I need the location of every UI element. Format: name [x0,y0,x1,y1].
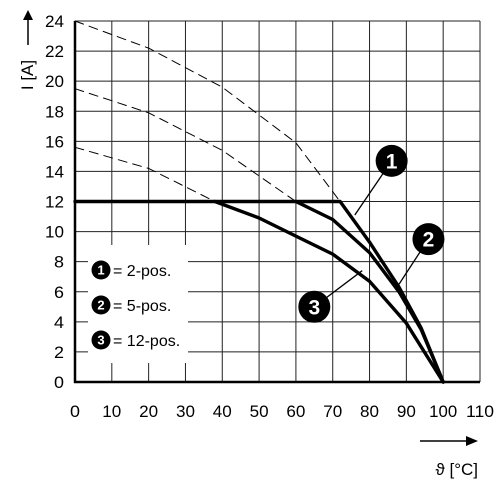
legend-marker [91,295,111,315]
y-tick-label: 10 [45,223,64,242]
legend-label: = 5-pos. [113,298,171,315]
y-axis-label-group: I [A] [18,10,37,90]
y-tick-label: 18 [45,102,64,121]
x-tick-label: 50 [250,402,269,421]
series-annotations: 1 2 3 [298,144,445,323]
y-axis-label: I [A] [18,60,37,90]
y-tick-label: 22 [45,42,64,61]
y-tick-label: 24 [45,12,64,31]
callout-number: 3 [308,296,320,319]
x-tick-label: 90 [397,402,416,421]
x-axis-arrow-head [466,436,478,446]
tick-labels: 0 10 20 30 40 50 60 70 80 90 100 110024681012141618… [45,12,494,421]
dashed-extension-2 [74,88,297,202]
series-callout-3: 3 [298,270,363,323]
legend-label: = 12-pos. [113,333,180,350]
x-tick-label: 0 [70,402,80,421]
y-tick-label: 16 [45,132,64,151]
y-tick-label: 2 [54,343,64,362]
legend-entry-1: 1 = 2-pos. [91,260,171,280]
y-tick-label: 4 [54,313,64,332]
x-tick-label: 80 [360,402,379,421]
callout-number: 1 [386,150,398,173]
y-tick-label: 6 [54,283,64,302]
x-tick-label: 60 [286,402,305,421]
curve-3 [213,199,445,384]
x-tick-label: 100 [429,402,457,421]
legend-marker [91,260,111,280]
x-tick-label: 30 [176,402,195,421]
series-lines [73,20,445,384]
x-tick-label: 110 [466,402,494,421]
callout-circle [298,290,331,323]
dashed-extension-1 [74,20,341,202]
legend-entry-2: 2 = 5-pos. [91,295,171,315]
dashed-extension-3 [74,146,216,202]
y-axis-arrow-head [23,10,33,20]
legend-label: = 2-pos. [113,263,171,280]
series-callout-2: 2 [398,223,445,285]
x-tick-label: 40 [213,402,232,421]
curve-2 [294,199,445,384]
y-tick-label: 0 [54,373,64,392]
legend-marker-number: 3 [97,333,104,348]
x-axis-label: ϑ [°C] [435,460,478,479]
legend-marker-number: 2 [97,298,104,313]
x-tick-label: 70 [323,402,342,421]
series-callout-1: 1 [354,144,408,216]
legend-marker [91,330,111,350]
legend-marker-number: 1 [97,263,104,278]
y-tick-label: 8 [54,253,64,272]
y-tick-label: 20 [45,72,64,91]
legend: 1 = 2-pos. 2 = 5-pos. 3 = 12-pos. [88,245,188,363]
callout-circle [375,144,408,177]
y-tick-label: 14 [45,162,64,181]
callout-number: 2 [423,229,435,252]
x-tick-label: 20 [139,402,158,421]
x-tick-label: 10 [102,402,121,421]
callout-circle [412,223,445,256]
y-tick-label: 12 [45,193,64,212]
legend-entry-3: 3 = 12-pos. [91,330,180,350]
